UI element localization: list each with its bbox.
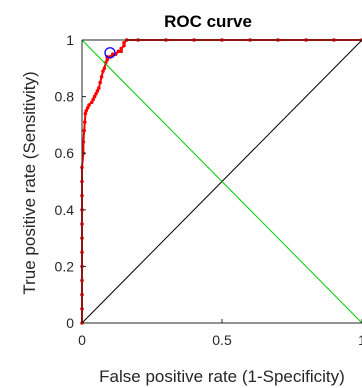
roc-point xyxy=(95,89,100,93)
y-tick-label: 0.8 xyxy=(55,89,75,105)
roc-point xyxy=(122,41,126,45)
roc-point xyxy=(119,49,123,54)
roc-point xyxy=(105,58,109,62)
roc-point xyxy=(82,128,87,133)
roc-point xyxy=(102,66,107,71)
roc-point xyxy=(90,100,94,105)
operating-point-marker xyxy=(104,47,116,59)
roc-point xyxy=(87,103,91,107)
roc-point xyxy=(83,120,87,124)
x-tick-label: 1 xyxy=(358,332,362,348)
roc-point xyxy=(119,46,123,51)
roc-point xyxy=(99,74,104,79)
roc-point xyxy=(101,69,105,73)
chart-title: ROC curve xyxy=(164,12,252,31)
roc-point xyxy=(91,97,95,102)
y-tick-label: 0 xyxy=(66,315,74,331)
y-tick-label: 1 xyxy=(66,32,74,48)
roc-point xyxy=(122,43,126,48)
roc-point xyxy=(98,80,102,85)
series-line-2 xyxy=(81,39,362,324)
y-tick-label: 0.2 xyxy=(55,258,75,274)
roc-point xyxy=(85,106,90,110)
roc-point xyxy=(92,94,97,99)
x-axis-label: False positive rate (1-Specificity) xyxy=(99,367,345,386)
roc-point xyxy=(83,111,88,116)
roc-point xyxy=(94,91,98,96)
x-tick-label: 0 xyxy=(78,332,86,348)
roc-point xyxy=(84,108,88,113)
roc-point xyxy=(97,86,101,90)
y-axis-label: True positive rate (Sensitivity) xyxy=(20,71,39,294)
x-tick-label: 0.5 xyxy=(212,332,232,348)
y-tick-label: 0.4 xyxy=(55,202,75,218)
y-tick-label: 0.6 xyxy=(55,145,75,161)
roc-point xyxy=(116,49,121,54)
